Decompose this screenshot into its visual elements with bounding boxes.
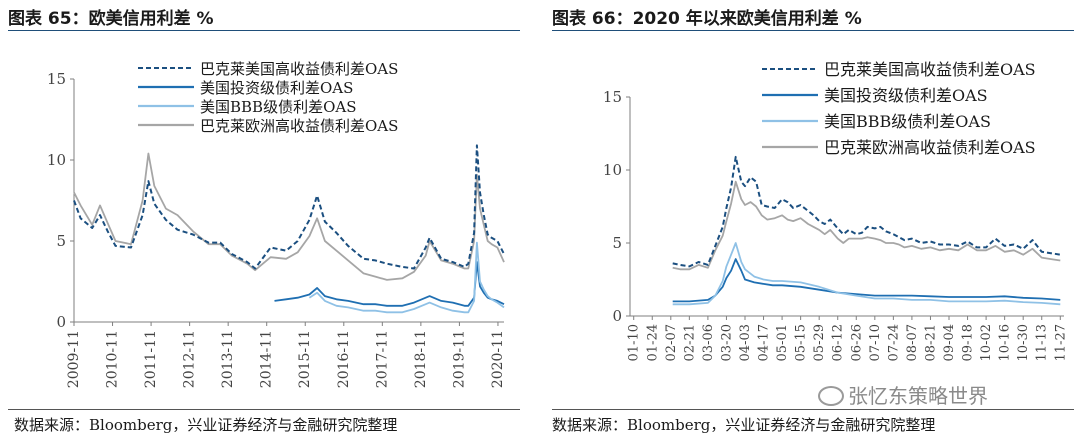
series-line (672, 180, 1061, 271)
x-tick-label: 07-10 (868, 324, 883, 361)
legend-label: 美国投资级债利差OAS (824, 86, 988, 105)
series-line (672, 242, 1061, 306)
x-tick-label: 09-18 (961, 324, 976, 361)
x-tick-label: 05-15 (794, 324, 809, 361)
x-tick-label: 2009-11 (66, 330, 82, 388)
x-tick-label: 03-20 (719, 324, 734, 361)
x-tick-label: 2015-11 (297, 330, 313, 388)
x-tick-label: 03-06 (701, 324, 716, 361)
wechat-icon (818, 385, 844, 406)
legend-label: 美国BBB级债利差OAS (824, 112, 991, 131)
x-tick-label: 2012-11 (182, 330, 198, 388)
right-chart: 0 5 10 15 01-10 01-24 02-07 02-21 03-06 03-20 04-0… (603, 60, 1068, 361)
legend-label: 巴克莱美国高收益债利差OAS (200, 60, 398, 78)
series-line (73, 152, 505, 281)
legend-label: 巴克莱美国高收益债利差OAS (824, 60, 1036, 79)
x-tick-label: 01-10 (627, 324, 642, 361)
x-tick-label: 10-30 (1016, 324, 1031, 361)
x-tick-label: 2016-11 (336, 330, 352, 388)
x-tick-label: 2020-11 (490, 330, 506, 388)
y-tick-label: 0 (612, 307, 622, 325)
series-line (308, 241, 505, 314)
x-tick-label: 05-01 (775, 324, 790, 361)
right-title-rule (552, 30, 1074, 31)
left-panel-title: 图表 65：欧美信用利差 % (8, 9, 214, 29)
x-tick-label: 2013-11 (220, 330, 236, 388)
right-panel-title: 图表 66：2020 年以来欧美信用利差 % (552, 9, 862, 29)
y-tick-label: 10 (47, 151, 66, 169)
legend-label: 美国BBB级债利差OAS (200, 98, 356, 116)
legend-label: 巴克莱欧洲高收益债利差OAS (824, 138, 1036, 157)
x-tick-label: 11-27 (1053, 324, 1068, 361)
watermark: 张忆东策略世界 (818, 380, 988, 409)
x-tick-label: 08-07 (905, 324, 920, 361)
x-tick-label: 05-29 (812, 324, 827, 361)
y-tick-label: 5 (612, 234, 622, 252)
left-source-rule (8, 409, 520, 410)
x-tick-label: 2014-11 (259, 330, 275, 388)
x-tick-label: 09-04 (942, 324, 957, 361)
x-tick-label: 02-07 (664, 324, 679, 361)
x-tick-label: 04-17 (757, 324, 772, 361)
x-tick-label: 07-24 (886, 324, 901, 361)
x-tick-label: 11-13 (1035, 324, 1050, 361)
right-source-note: 数据来源：Bloomberg，兴业证券经济与金融研究院整理 (552, 416, 936, 434)
watermark-text: 张忆东策略世界 (848, 384, 988, 408)
x-tick-label: 01-24 (645, 324, 660, 361)
y-tick-label: 15 (47, 70, 66, 88)
x-tick-label: 10-16 (998, 324, 1013, 361)
y-tick-label: 0 (56, 313, 66, 331)
x-tick-label: 08-21 (923, 324, 938, 361)
x-tick-label: 2019-11 (451, 330, 467, 388)
y-tick-label: 5 (56, 232, 66, 250)
right-source-rule (552, 409, 1074, 410)
x-tick-label: 2017-11 (374, 330, 390, 388)
left-title-rule (8, 30, 520, 31)
x-tick-label: 2011-11 (143, 330, 159, 388)
y-tick-label: 10 (603, 161, 622, 179)
legend-label: 美国投资级债利差OAS (200, 79, 353, 97)
x-tick-label: 06-12 (831, 324, 846, 361)
left-source-note: 数据来源：Bloomberg，兴业证券经济与金融研究院整理 (14, 416, 398, 434)
series-line (672, 258, 1061, 303)
x-tick-label: 04-03 (738, 324, 753, 361)
left-chart: 0 5 10 15 2009-11 2010-11 2011-11 2012-11 2013-1… (47, 60, 506, 388)
x-tick-label: 02-21 (682, 324, 697, 361)
legend-label: 巴克莱欧洲高收益债利差OAS (200, 117, 398, 135)
series-line (672, 155, 1061, 268)
series-line (73, 144, 505, 270)
x-tick-label: 06-26 (849, 324, 864, 361)
x-tick-label: 2010-11 (105, 330, 121, 388)
series-line (274, 261, 505, 307)
y-tick-label: 15 (603, 88, 622, 106)
x-tick-label: 2018-11 (413, 330, 429, 388)
x-tick-label: 10-02 (979, 324, 994, 361)
